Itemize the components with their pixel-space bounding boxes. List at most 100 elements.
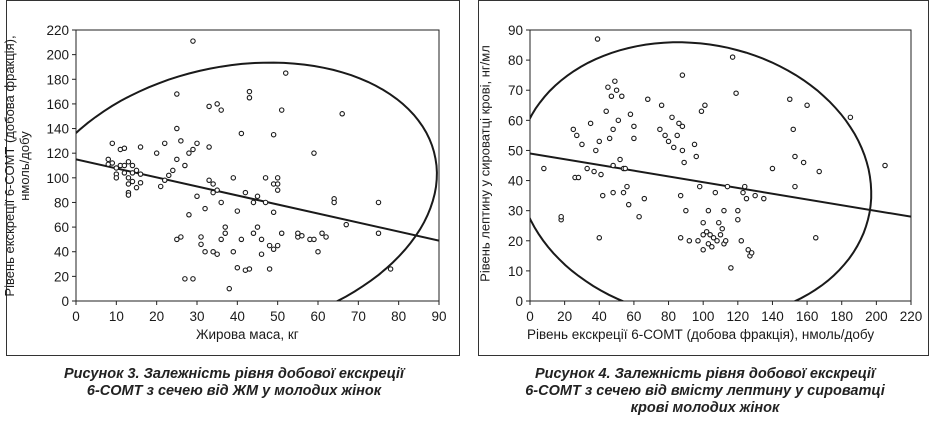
data-point [591,168,597,175]
y-tick-label: 10 [508,264,523,279]
data-point [804,102,810,109]
data-point [186,150,192,156]
data-point [610,189,616,196]
data-point [724,183,731,190]
data-point [584,165,590,172]
data-point [133,184,140,191]
x-tick-label: 80 [661,309,676,324]
x-tick-label: 120 [727,309,750,324]
x-tick-label: 20 [149,309,164,324]
data-point [707,232,713,238]
y-tick-label: 90 [508,23,523,38]
data-point [262,199,269,206]
data-point [339,111,345,117]
data-point [705,241,712,247]
data-point [282,70,289,76]
y-tick-label: 140 [46,122,69,137]
data-point [343,221,349,228]
data-point [816,168,822,175]
x-tick-label: 70 [351,309,366,324]
data-point [612,78,618,84]
data-point [722,238,729,244]
x-tick-label: 200 [865,309,888,324]
data-point [125,181,132,187]
x-tick-label: 140 [761,309,784,324]
data-point [206,177,212,184]
data-point [735,216,741,223]
y-tick-label: 220 [46,23,69,38]
data-point [596,138,603,145]
x-tick-label: 20 [557,309,572,324]
data-point [234,208,241,214]
data-point [198,234,204,240]
data-point [679,72,686,78]
data-point [210,189,216,196]
y-axis-label: Рівень лептину у сироватці крові, нг/мл [478,14,493,314]
data-point [683,207,689,214]
data-point [250,199,257,206]
data-point [161,177,168,184]
data-point [137,171,144,177]
y-tick-label: 0 [515,294,523,309]
data-point [631,135,637,142]
data-point [735,207,741,214]
data-point [608,93,615,99]
data-point [606,135,613,142]
plot-area [76,38,439,301]
data-point [658,102,665,109]
data-point [137,144,144,150]
data-point [882,162,888,169]
data-point [677,235,684,241]
scatter-plot-leptin: 0 20 40 60 80 100 120 140 160 180 200 220 0 10 20 30 40 5… [508,23,922,324]
data-point [593,147,599,154]
caption-line: Рисунок 4. Залежність рівня добової екск… [534,366,875,382]
x-axis-label: Рівень екскреції 6-СОМТ (добова фракція)… [527,327,875,342]
y-tick-label: 30 [508,204,523,219]
data-point [105,156,112,163]
data-point [691,141,698,148]
data-point [700,232,706,238]
data-point [133,167,140,174]
y-tick-label: 20 [54,269,69,284]
y-tick-label: 70 [508,83,523,98]
y-tick-label: 40 [508,174,523,189]
data-point [598,171,604,178]
x-tick-label: 50 [270,309,285,324]
data-point [113,175,120,181]
y-axis-label: Рівень екскреції 6-СОМТ (добова фракція)… [2,16,32,316]
data-point [620,189,627,196]
data-point [696,183,703,190]
data-point [705,207,712,214]
data-point [541,165,547,172]
data-point [170,167,176,174]
data-point [769,165,776,172]
data-point [665,138,672,145]
data-point [728,265,734,271]
data-point [625,201,632,208]
data-point [254,193,261,200]
confidence-ellipse [530,41,873,301]
data-point [812,235,819,241]
data-point [121,170,128,176]
data-point [709,244,715,250]
data-point [331,199,337,206]
data-point [575,174,582,181]
x-tick-label: 30 [189,309,204,324]
data-point [717,232,724,238]
data-point [311,150,317,156]
y-tick-label: 160 [46,97,69,112]
x-tick-label: 160 [796,309,819,324]
data-point [129,162,136,169]
data-point [178,234,184,240]
data-point [161,140,168,147]
plot-frame [529,29,912,302]
data-point [681,159,687,166]
data-point [230,248,237,255]
data-point [729,54,736,60]
data-point [387,266,394,272]
y-tick-label: 80 [54,195,69,210]
data-point [214,101,220,107]
data-point [190,38,196,44]
data-point [278,230,285,237]
data-point [847,114,854,121]
